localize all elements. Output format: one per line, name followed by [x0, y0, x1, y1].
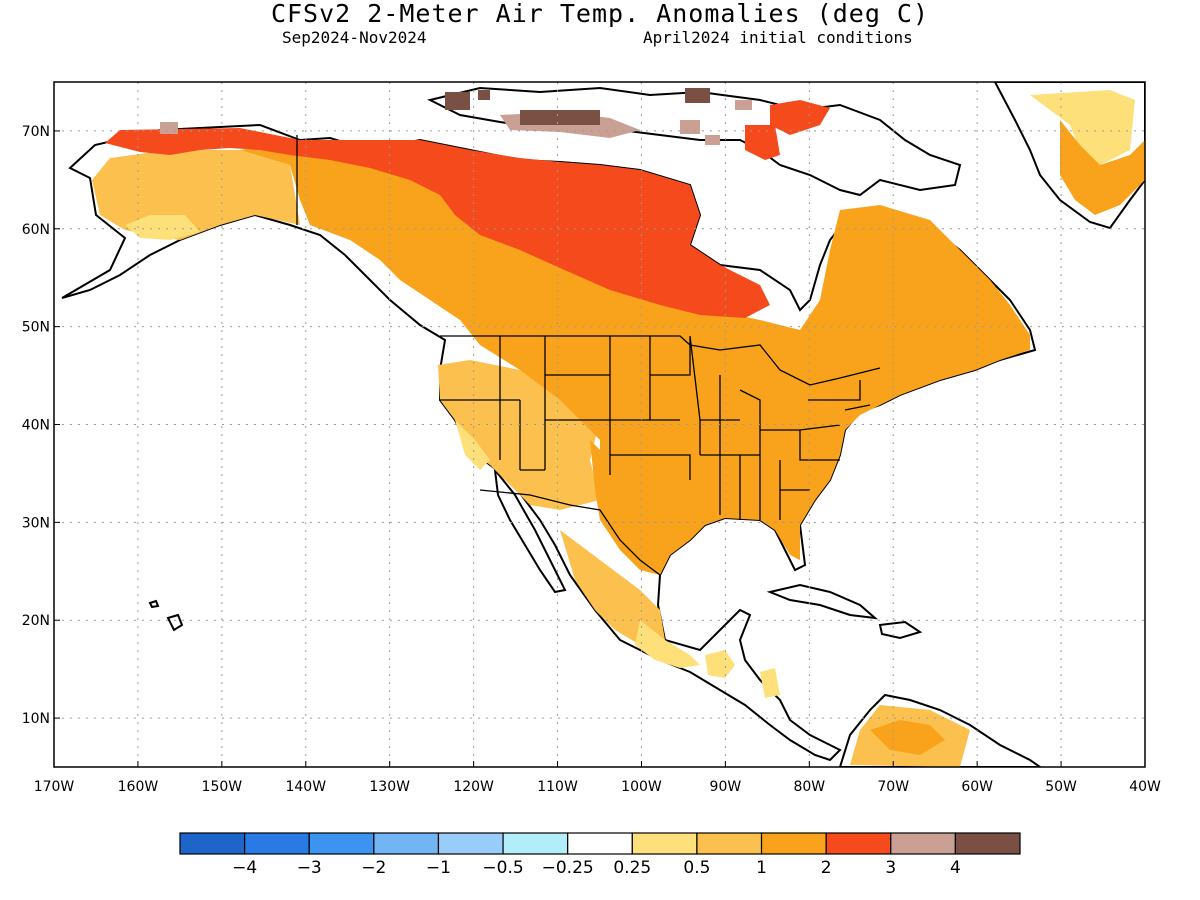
- colorbar-swatch: [244, 832, 310, 855]
- lat-tick-label: 10N: [22, 711, 50, 727]
- lat-tick-label: 50N: [22, 320, 50, 336]
- colorbar: −4 −3 −2 −1 −0.5 −0.25 0.25 0.5 1 2 3 4: [179, 832, 1021, 878]
- colorbar-swatch: [373, 832, 440, 855]
- lon-tick-label: 60W: [961, 779, 993, 795]
- colorbar-label: −0.5: [482, 858, 523, 878]
- longitude-labels: 170W 160W 150W 140W 130W 120W 110W 100W 90W 80W 70…: [34, 761, 1161, 795]
- latitude-labels: 70N 60N 50N 40N 30N 20N 10N: [22, 124, 60, 727]
- anomaly-0-5-to-1-region: [92, 150, 970, 767]
- forecast-period: Sep2024-Nov2024: [282, 28, 427, 47]
- colorbar-swatch: [760, 832, 827, 855]
- anomaly-2-to-3-region: [105, 100, 830, 318]
- colorbar-label: −0.25: [542, 858, 594, 878]
- lon-tick-label: 160W: [118, 779, 159, 795]
- colorbar-label: 0.5: [683, 858, 710, 878]
- colorbar-swatch: [954, 832, 1021, 855]
- lon-tick-label: 90W: [710, 779, 742, 795]
- lon-tick-label: 170W: [34, 779, 75, 795]
- anomaly-above-4-region: [445, 88, 710, 125]
- lon-tick-label: 100W: [621, 779, 662, 795]
- us-mexico-border: [479, 489, 661, 576]
- lat-lon-grid: [54, 82, 1145, 767]
- colorbar-label: 3: [885, 858, 896, 878]
- colorbar-label: 4: [950, 858, 961, 878]
- lon-tick-label: 110W: [537, 779, 578, 795]
- colorbar-swatch: [825, 832, 892, 855]
- colorbar-label: −2: [361, 858, 386, 878]
- lon-tick-label: 150W: [202, 779, 243, 795]
- colorbar-swatch: [308, 832, 375, 855]
- political-borders: [296, 135, 881, 576]
- lon-tick-label: 80W: [793, 779, 825, 795]
- lon-tick-label: 130W: [369, 779, 410, 795]
- lon-tick-label: 50W: [1045, 779, 1077, 795]
- colorbar-label: 2: [821, 858, 832, 878]
- colorbar-swatch: [502, 832, 569, 855]
- colorbar-swatch: [696, 832, 763, 855]
- lon-tick-label: 70W: [877, 779, 909, 795]
- lat-tick-label: 20N: [22, 613, 50, 629]
- hispaniola: [878, 620, 923, 640]
- lat-tick-label: 40N: [22, 418, 50, 434]
- lon-tick-label: 40W: [1129, 779, 1161, 795]
- colorbar-swatch: [437, 832, 504, 855]
- anomaly-3-to-4-region: [160, 100, 752, 145]
- colorbar-swatch: [567, 832, 633, 855]
- colorbar-label: 1: [756, 858, 767, 878]
- lat-tick-label: 70N: [22, 124, 50, 140]
- baja-california: [493, 466, 567, 594]
- colorbar-label: −4: [232, 858, 257, 878]
- us-state-lines: [440, 335, 871, 520]
- colorbar-label: −3: [297, 858, 322, 878]
- colorbar-swatch: [890, 832, 956, 855]
- cuba: [766, 583, 879, 620]
- colorbar-swatch: [179, 832, 246, 855]
- lon-tick-label: 120W: [453, 779, 494, 795]
- lon-tick-label: 140W: [285, 779, 326, 795]
- colorbar-label: −1: [426, 858, 451, 878]
- colorbar-swatch: [631, 832, 698, 855]
- initial-conditions: April2024 initial conditions: [643, 28, 913, 47]
- us-canada-border: [440, 335, 881, 386]
- lat-tick-label: 60N: [22, 222, 50, 238]
- anomaly-shading: [92, 88, 1145, 767]
- colorbar-label: 0.25: [613, 858, 651, 878]
- anomaly-1-to-2-region: [240, 120, 1145, 755]
- lat-tick-label: 30N: [22, 515, 50, 531]
- hawaii-islands: [148, 599, 184, 632]
- map-title: CFSv2 2-Meter Air Temp. Anomalies (deg C…: [270, 0, 930, 28]
